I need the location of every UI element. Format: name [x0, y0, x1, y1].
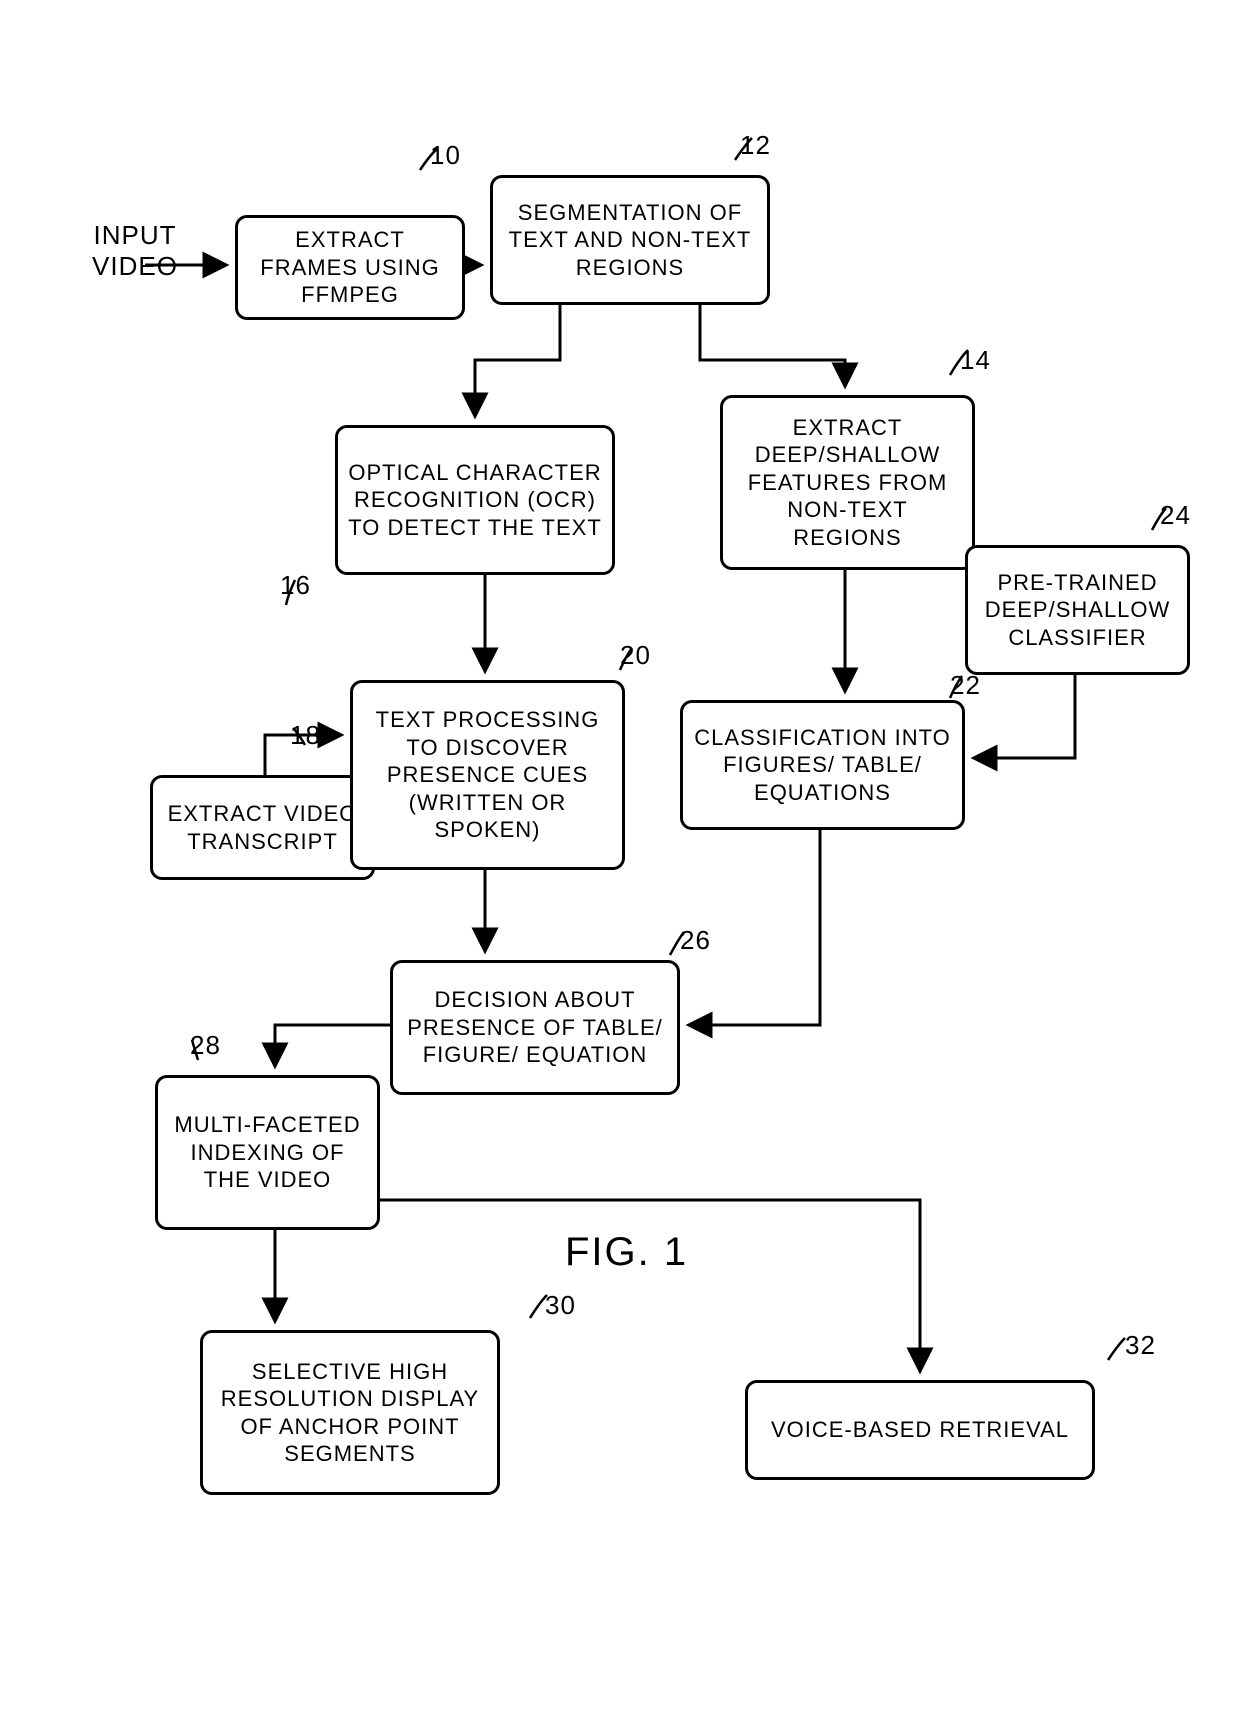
node-voice-retrieval: VOICE-BASED RETRIEVAL [745, 1380, 1095, 1480]
input-video-label: INPUT VIDEO [85, 220, 185, 282]
node-text: EXTRACT DEEP/SHALLOW FEATURES FROM NON-T… [733, 414, 962, 552]
ref-num-28: 28 [190, 1030, 221, 1061]
ref-num-24: 24 [1160, 500, 1191, 531]
ref-num-16: 16 [280, 570, 311, 601]
node-classification: CLASSIFICATION INTO FIGURES/ TABLE/ EQUA… [680, 700, 965, 830]
node-text: SELECTIVE HIGH RESOLUTION DISPLAY OF ANC… [213, 1358, 487, 1468]
node-text: VOICE-BASED RETRIEVAL [771, 1416, 1069, 1444]
node-text: EXTRACT VIDEO TRANSCRIPT [163, 800, 362, 855]
ref-num-12: 12 [740, 130, 771, 161]
ref-num-32: 32 [1125, 1330, 1156, 1361]
node-selective-display: SELECTIVE HIGH RESOLUTION DISPLAY OF ANC… [200, 1330, 500, 1495]
ref-num-30: 30 [545, 1290, 576, 1321]
node-text: CLASSIFICATION INTO FIGURES/ TABLE/ EQUA… [693, 724, 952, 807]
node-extract-frames: EXTRACT FRAMES USING FFMPEG [235, 215, 465, 320]
flowchart-canvas: INPUT VIDEO EXTRACT FRAMES USING FFMPEG … [0, 0, 1240, 1731]
node-text: MULTI-FACETED INDEXING OF THE VIDEO [168, 1111, 367, 1194]
node-segmentation: SEGMENTATION OF TEXT AND NON-TEXT REGION… [490, 175, 770, 305]
ref-num-10: 10 [430, 140, 461, 171]
ref-num-20: 20 [620, 640, 651, 671]
ref-num-22: 22 [950, 670, 981, 701]
node-text: PRE-TRAINED DEEP/SHALLOW CLASSIFIER [978, 569, 1177, 652]
node-extract-features: EXTRACT DEEP/SHALLOW FEATURES FROM NON-T… [720, 395, 975, 570]
ref-num-26: 26 [680, 925, 711, 956]
node-text-processing: TEXT PROCESSING TO DISCOVER PRESENCE CUE… [350, 680, 625, 870]
ref-num-18: 18 [290, 720, 321, 751]
node-indexing: MULTI-FACETED INDEXING OF THE VIDEO [155, 1075, 380, 1230]
figure-caption: FIG. 1 [565, 1230, 688, 1275]
node-text: SEGMENTATION OF TEXT AND NON-TEXT REGION… [503, 199, 757, 282]
node-extract-transcript: EXTRACT VIDEO TRANSCRIPT [150, 775, 375, 880]
node-text: OPTICAL CHARACTER RECOGNITION (OCR) TO D… [348, 459, 602, 542]
node-pretrained-classifier: PRE-TRAINED DEEP/SHALLOW CLASSIFIER [965, 545, 1190, 675]
node-decision: DECISION ABOUT PRESENCE OF TABLE/ FIGURE… [390, 960, 680, 1095]
node-text: TEXT PROCESSING TO DISCOVER PRESENCE CUE… [363, 706, 612, 844]
node-text: DECISION ABOUT PRESENCE OF TABLE/ FIGURE… [403, 986, 667, 1069]
ref-num-14: 14 [960, 345, 991, 376]
node-ocr: OPTICAL CHARACTER RECOGNITION (OCR) TO D… [335, 425, 615, 575]
node-text: EXTRACT FRAMES USING FFMPEG [248, 226, 452, 309]
